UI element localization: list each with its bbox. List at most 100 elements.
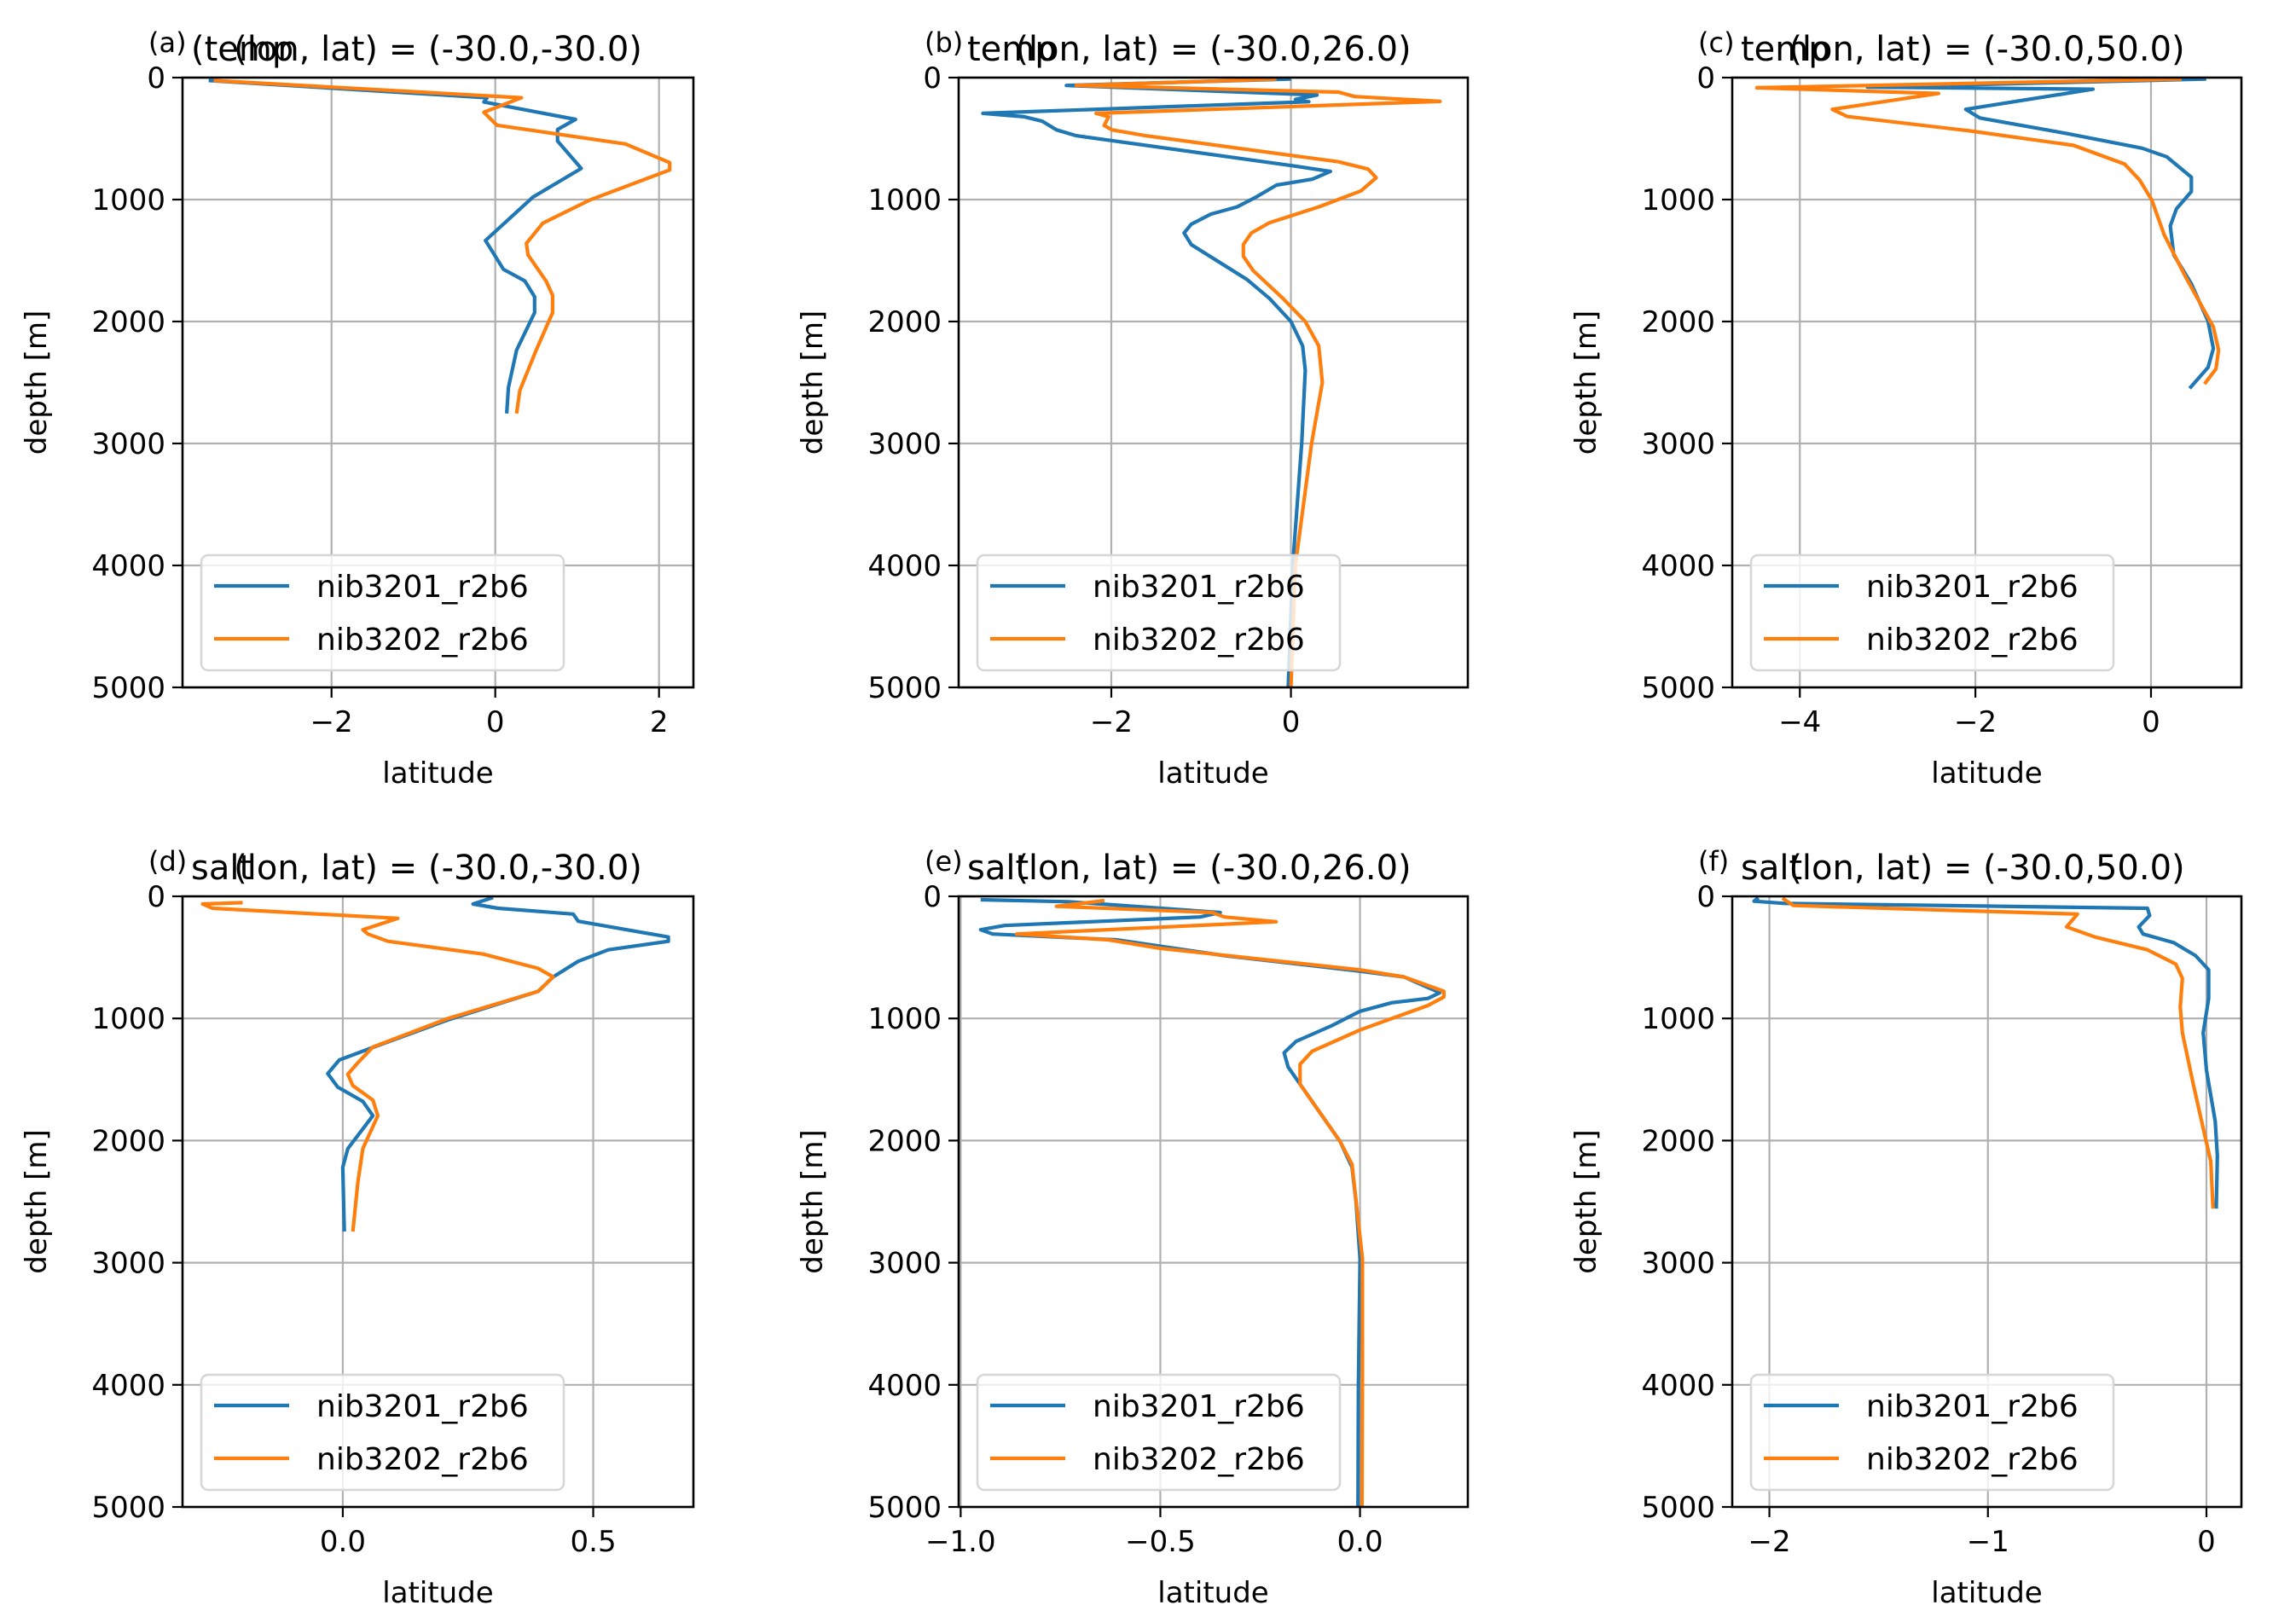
y-tick-label: 3000 [1641,427,1715,461]
x-axis-label: latitude [382,756,493,791]
y-tick-label: 2000 [91,1124,165,1158]
panel-letter: (f) [1698,845,1729,878]
y-axis-label: depth [m] [796,310,830,455]
x-tick-label: −2 [310,705,353,739]
panel-b: −2 0 0 1000 2000 3000 4000 5000 latitude depth [m… [796,26,1470,791]
x-axis-label: latitude [1931,1576,2042,1610]
title-variable: temp [1741,30,1830,69]
y-tick-label: 2000 [1641,305,1715,339]
plot-title: (lon, lat) = (-30.0,50.0) [1789,849,2184,888]
x-tick-label: 0.0 [1337,1525,1383,1559]
legend: nib3201_r2b6 nib3202_r2b6 [200,553,565,672]
y-axis-label: depth [m] [20,1129,54,1273]
panel-letter: (e) [925,845,963,878]
y-tick-label: 4000 [91,1369,165,1403]
y-tick-label: 2000 [867,305,942,339]
legend: nib3201_r2b6 nib3202_r2b6 [200,1373,565,1492]
x-axis-label: latitude [382,1576,493,1610]
axes-frame [1731,76,2243,689]
y-tick-label: 0 [923,61,942,96]
legend-label: nib3201_r2b6 [1093,570,1305,605]
y-axis-label: depth [m] [20,310,54,455]
y-tick-label: 2000 [867,1124,942,1158]
axes-frame [181,76,695,689]
x-tick-label: −4 [1778,705,1821,739]
series-line-nib3201_r2b6 [1865,78,2216,390]
series-line-nib3202_r2b6 [1754,78,2221,385]
plot-title: (lon, lat) = (-30.0,26.0) [1015,849,1411,888]
y-tick-label: 5000 [91,671,165,705]
legend: nib3201_r2b6 nib3202_r2b6 [976,1373,1342,1492]
panel-c: −4 −2 0 0 1000 2000 3000 4000 5000 latitude depth … [1569,26,2243,791]
legend-box [976,553,1342,672]
series-line-nib3202_r2b6 [1074,78,1442,687]
plot-title: (lon, lat) = (-30.0,-30.0) [234,849,642,888]
x-tick-label: 0.0 [320,1525,366,1559]
y-tick-label: 5000 [867,1491,942,1525]
legend-label: nib3201_r2b6 [1093,1389,1305,1424]
y-tick-label: 4000 [867,549,942,583]
y-tick-label: 3000 [867,1247,942,1281]
x-tick-label: −2 [1090,705,1133,739]
series-line-nib3202_r2b6 [213,78,672,414]
panel-letter: (c) [1698,26,1735,59]
x-tick-label: 0 [2197,1525,2216,1559]
series-line-nib3202_r2b6 [1781,896,2215,1209]
panel-e: −1.0 −0.5 0.0 0 1000 2000 3000 4000 5000 latitude… [796,845,1470,1610]
legend-box [1749,553,2115,672]
x-tick-label: −0.5 [1125,1525,1196,1559]
legend-label: nib3202_r2b6 [1866,1442,2079,1477]
y-tick-label: 4000 [1641,1369,1715,1403]
legend-label: nib3202_r2b6 [1093,1442,1305,1477]
y-tick-label: 3000 [91,427,165,461]
y-tick-label: 1000 [867,1002,942,1036]
title-variable: salt [967,849,1029,888]
legend: nib3201_r2b6 nib3202_r2b6 [976,553,1342,672]
panel-letter: (a) [148,26,187,59]
panel-f: −2 −1 0 0 1000 2000 3000 4000 5000 latitude depth … [1569,845,2243,1610]
series-line-nib3201_r2b6 [208,78,583,414]
x-tick-label: 0 [486,705,505,739]
title-variable: temp [967,30,1057,69]
y-axis-label: depth [m] [1569,310,1603,455]
legend-label: nib3201_r2b6 [316,1389,529,1424]
title-variable: salt [191,849,252,888]
series-line-nib3202_r2b6 [1014,898,1447,1507]
y-tick-label: 1000 [1641,183,1715,217]
legend-box [1749,1373,2115,1492]
legend-label: nib3202_r2b6 [316,1442,529,1477]
plot-title: (lon, lat) = (-30.0,26.0) [1015,30,1411,69]
legend-box [976,1373,1342,1492]
panel-letter: (d) [148,845,187,878]
y-axis-label: depth [m] [796,1129,830,1273]
x-tick-label: 0 [1282,705,1301,739]
y-tick-label: 0 [1696,880,1715,914]
x-tick-label: 0 [2142,705,2160,739]
x-axis-label: latitude [1931,756,2042,791]
axes-frame [957,895,1470,1509]
series-line-nib3202_r2b6 [200,901,555,1232]
y-tick-label: 3000 [867,427,942,461]
legend-label: nib3202_r2b6 [1093,623,1305,658]
legend-label: nib3202_r2b6 [316,623,529,658]
legend: nib3201_r2b6 nib3202_r2b6 [1749,553,2115,672]
y-tick-label: 5000 [1641,671,1715,705]
y-tick-label: 2000 [91,305,165,339]
x-tick-label: 0.5 [571,1525,617,1559]
y-tick-label: 0 [147,880,165,914]
panel-d: 0.0 0.5 0 1000 2000 3000 4000 5000 latitude depth… [20,845,695,1610]
x-axis-label: latitude [1157,756,1268,791]
x-axis-label: latitude [1157,1576,1268,1610]
legend-label: nib3201_r2b6 [316,570,529,605]
x-tick-label: −2 [1748,1525,1790,1559]
plot-title: (lon, lat) = (-30.0,-30.0) [234,30,642,69]
y-tick-label: 5000 [867,671,942,705]
series-line-nib3201_r2b6 [1752,896,2219,1209]
axes-frame [957,76,1470,689]
y-tick-label: 4000 [867,1369,942,1403]
legend-label: nib3202_r2b6 [1866,623,2079,658]
y-tick-label: 3000 [1641,1247,1715,1281]
y-tick-label: 2000 [1641,1124,1715,1158]
legend-label: nib3201_r2b6 [1866,570,2079,605]
